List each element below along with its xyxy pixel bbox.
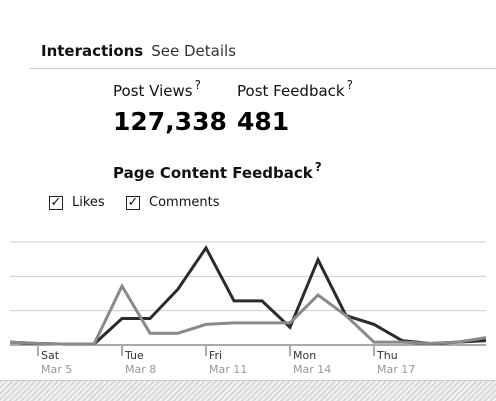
chart-x-tick-date-label: Mar 17	[377, 363, 415, 376]
likes-label: Likes	[72, 195, 105, 210]
post-views-help-icon[interactable]: ?	[195, 78, 201, 92]
likes-swatch	[64, 196, 67, 210]
comments-checkbox[interactable]: ✓	[126, 196, 140, 210]
likes-checkbox[interactable]: ✓	[49, 196, 63, 210]
post-feedback-help-icon[interactable]: ?	[347, 78, 353, 92]
interactions-header: Interactions See Details	[41, 42, 236, 60]
interactions-title: Interactions	[41, 42, 143, 60]
chart-x-tick-date-label: Mar 5	[41, 363, 72, 376]
page-content-feedback-title: Page Content Feedback?	[113, 164, 322, 182]
comments-swatch	[141, 196, 144, 210]
chart-x-tick-day-label: Sat	[41, 349, 60, 362]
series-line-likes	[10, 248, 486, 344]
chart-x-tick-day-label: Tue	[124, 349, 144, 362]
series-line-comments	[10, 286, 486, 344]
chart-x-tick-date-label: Mar 11	[209, 363, 247, 376]
post-feedback-value: 481	[237, 107, 289, 136]
chart-x-tick-day-label: Thu	[376, 349, 398, 362]
legend-comments-toggle[interactable]: ✓ Comments	[126, 195, 219, 210]
see-details-link[interactable]: See Details	[151, 42, 236, 60]
legend-likes-toggle[interactable]: ✓ Likes	[49, 195, 105, 210]
header-divider	[30, 68, 496, 69]
comments-label: Comments	[149, 195, 219, 210]
post-views-label: Post Views?	[113, 82, 201, 100]
chart-x-tick-date-label: Mar 8	[125, 363, 156, 376]
page-content-feedback-help-icon[interactable]: ?	[315, 160, 322, 174]
post-views-value: 127,338	[113, 107, 227, 136]
chart-x-tick-date-label: Mar 14	[293, 363, 331, 376]
chart-x-tick-day-label: Fri	[209, 349, 222, 362]
post-feedback-label: Post Feedback?	[237, 82, 353, 100]
bottom-strip	[0, 380, 496, 401]
chart-x-tick-day-label: Mon	[293, 349, 316, 362]
